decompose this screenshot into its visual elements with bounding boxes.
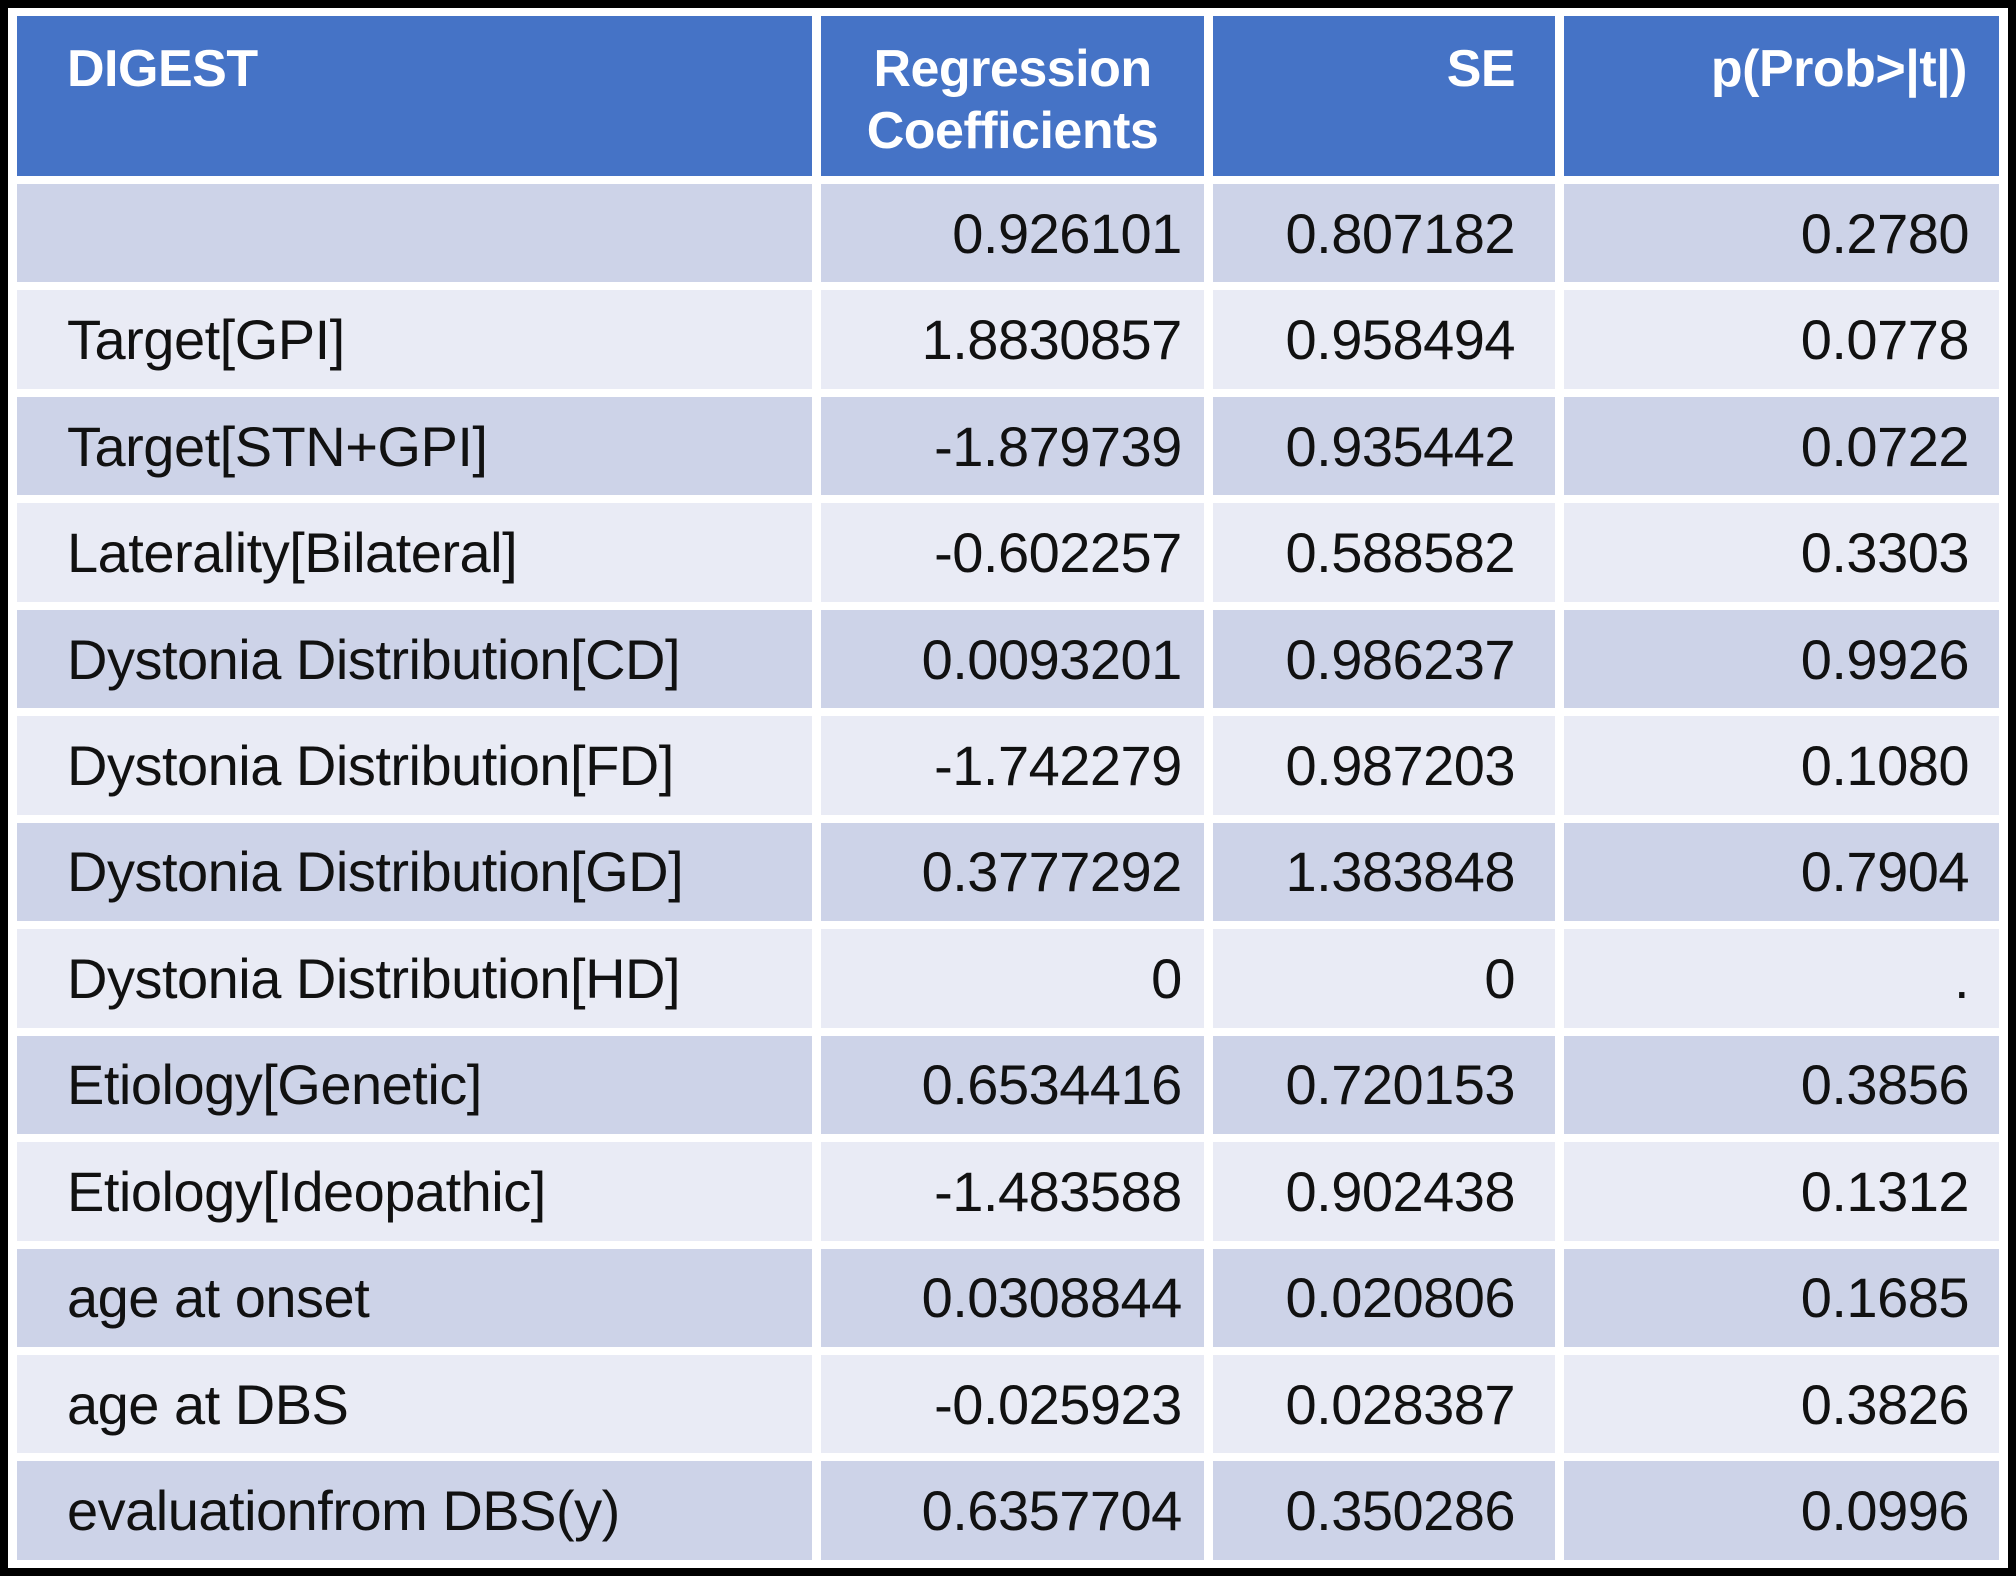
row-label-cell: Dystonia Distribution[FD] [17, 716, 813, 815]
se-cell: 1.383848 [1212, 822, 1556, 922]
se-cell: 0.902438 [1212, 1142, 1556, 1241]
se-cell: 0.720153 [1212, 1035, 1556, 1135]
p-value-cell: 0.0722 [1564, 396, 1999, 496]
table-row: Laterality[Bilateral] -0.602257 0.588582… [17, 503, 1999, 602]
p-value-cell: 0.1685 [1564, 1248, 1999, 1347]
row-label-cell: Dystonia Distribution[GD] [17, 822, 813, 922]
table-row: Dystonia Distribution[FD] -1.742279 0.98… [17, 716, 1999, 815]
coefficient-cell: 0.0093201 [821, 609, 1204, 709]
p-value-cell: 0.3303 [1564, 503, 1999, 602]
p-value-cell: 0.0996 [1564, 1461, 1999, 1560]
coefficient-cell: -1.483588 [821, 1142, 1204, 1241]
row-label-cell: evaluationfrom DBS(y) [17, 1461, 813, 1560]
row-label-cell: Laterality[Bilateral] [17, 503, 813, 602]
p-value-cell: 0.1080 [1564, 716, 1999, 815]
se-cell: 0.020806 [1212, 1248, 1556, 1347]
table-row: Dystonia Distribution[GD] 0.3777292 1.38… [17, 822, 1999, 922]
row-label-cell: age at DBS [17, 1354, 813, 1454]
row-label-cell: Target[STN+GPI] [17, 396, 813, 496]
header-se: SE [1212, 16, 1556, 176]
table-row: 0.926101 0.807182 0.2780 [17, 184, 1999, 283]
coefficient-cell: 0 [821, 929, 1204, 1028]
p-value-cell: 0.3826 [1564, 1354, 1999, 1454]
coefficient-cell: 0.3777292 [821, 822, 1204, 922]
header-regression-coefficients: Regression Coefficients [821, 16, 1204, 176]
coefficient-cell: -1.879739 [821, 396, 1204, 496]
row-label-cell [17, 184, 813, 283]
row-label-cell: Etiology[Genetic] [17, 1035, 813, 1135]
p-value-cell: . [1564, 929, 1999, 1028]
table-row: Dystonia Distribution[HD] 0 0 . [17, 929, 1999, 1028]
table-row: Etiology[Ideopathic] -1.483588 0.902438 … [17, 1142, 1999, 1241]
p-value-cell: 0.1312 [1564, 1142, 1999, 1241]
se-cell: 0.958494 [1212, 290, 1556, 389]
p-value-cell: 0.2780 [1564, 184, 1999, 283]
table-row: Target[GPI] 1.8830857 0.958494 0.0778 [17, 290, 1999, 389]
regression-table: DIGEST Regression Coefficients SE p(Prob… [8, 8, 2008, 1568]
p-value-cell: 0.7904 [1564, 822, 1999, 922]
se-cell: 0.987203 [1212, 716, 1556, 815]
se-cell: 0 [1212, 929, 1556, 1028]
header-p-value: p(Prob>|t|) [1564, 16, 1999, 176]
header-row: DIGEST Regression Coefficients SE p(Prob… [17, 16, 1999, 176]
coefficient-cell: 0.6357704 [821, 1461, 1204, 1560]
row-label-cell: Dystonia Distribution[HD] [17, 929, 813, 1028]
coefficient-cell: -0.025923 [821, 1354, 1204, 1454]
se-cell: 0.028387 [1212, 1354, 1556, 1454]
table-body: 0.926101 0.807182 0.2780 Target[GPI] 1.8… [17, 184, 1999, 1560]
table-row: Etiology[Genetic] 0.6534416 0.720153 0.3… [17, 1035, 1999, 1135]
row-label-cell: Target[GPI] [17, 290, 813, 389]
table-row: age at DBS -0.025923 0.028387 0.3826 [17, 1354, 1999, 1454]
coefficient-cell: 1.8830857 [821, 290, 1204, 389]
se-cell: 0.350286 [1212, 1461, 1556, 1560]
header-digest: DIGEST [17, 16, 813, 176]
se-cell: 0.588582 [1212, 503, 1556, 602]
p-value-cell: 0.0778 [1564, 290, 1999, 389]
se-cell: 0.935442 [1212, 396, 1556, 496]
se-cell: 0.807182 [1212, 184, 1556, 283]
row-label-cell: Etiology[Ideopathic] [17, 1142, 813, 1241]
se-cell: 0.986237 [1212, 609, 1556, 709]
table-row: age at onset 0.0308844 0.020806 0.1685 [17, 1248, 1999, 1347]
coefficient-cell: 0.926101 [821, 184, 1204, 283]
p-value-cell: 0.9926 [1564, 609, 1999, 709]
row-label-cell: age at onset [17, 1248, 813, 1347]
coefficient-cell: 0.6534416 [821, 1035, 1204, 1135]
table-row: Dystonia Distribution[CD] 0.0093201 0.98… [17, 609, 1999, 709]
table-row: Target[STN+GPI] -1.879739 0.935442 0.072… [17, 396, 1999, 496]
coefficient-cell: -0.602257 [821, 503, 1204, 602]
p-value-cell: 0.3856 [1564, 1035, 1999, 1135]
table-frame: DIGEST Regression Coefficients SE p(Prob… [8, 8, 2008, 1568]
row-label-cell: Dystonia Distribution[CD] [17, 609, 813, 709]
coefficient-cell: -1.742279 [821, 716, 1204, 815]
table-row: evaluationfrom DBS(y) 0.6357704 0.350286… [17, 1461, 1999, 1560]
coefficient-cell: 0.0308844 [821, 1248, 1204, 1347]
